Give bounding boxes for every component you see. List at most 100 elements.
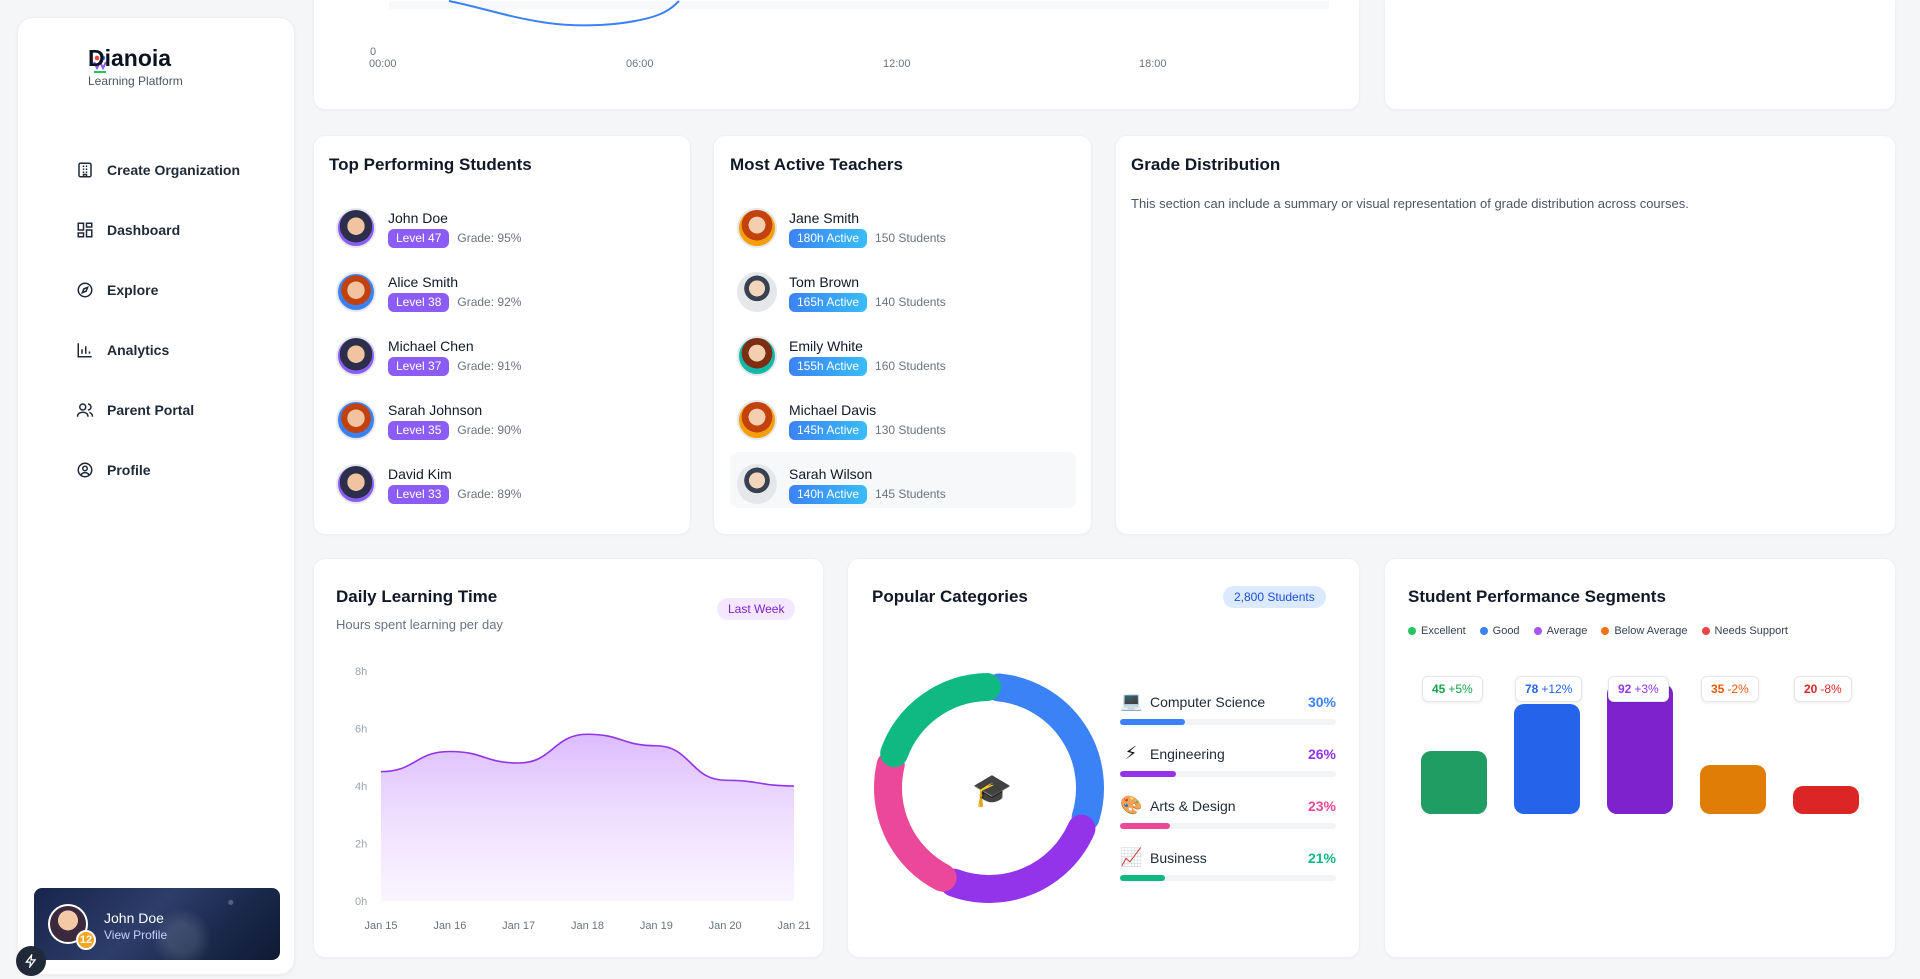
list-item[interactable]: Emily White 155h Active 160 Students <box>737 329 946 383</box>
x-tick-label: Jan 21 <box>777 920 810 932</box>
view-profile-link[interactable]: View Profile <box>104 928 168 942</box>
legend-label: Good <box>1492 625 1520 637</box>
category-item[interactable]: 📈 Business 21% <box>1120 847 1336 899</box>
level-badge: 12 <box>76 930 96 950</box>
list-item[interactable]: Michael Chen Level 37 Grade: 91% <box>336 329 521 383</box>
level-pill: Level 38 <box>388 292 450 312</box>
student-count: 150 Students <box>875 231 946 245</box>
user-profile-card[interactable]: 12 John Doe View Profile <box>34 888 280 960</box>
sidebar-item-label: Analytics <box>107 342 170 358</box>
segment-change: -8% <box>1820 682 1842 696</box>
palette-icon: 🎨 <box>1120 795 1143 815</box>
sidebar-item-create-organization[interactable]: Create Organization <box>58 140 278 200</box>
list-item[interactable]: Tom Brown 165h Active 140 Students <box>737 265 946 319</box>
category-percent: 23% <box>1307 798 1336 814</box>
segment-change: +3% <box>1634 682 1659 696</box>
active-hours-pill: 180h Active <box>789 228 868 248</box>
category-percent: 21% <box>1307 850 1336 866</box>
list-item[interactable]: David Kim Level 33 Grade: 89% <box>336 457 521 511</box>
y-tick-zero: 0 <box>370 46 377 58</box>
active-hours-pill: 155h Active <box>789 356 868 376</box>
category-item[interactable]: ⚡ Engineering 26% <box>1120 743 1336 795</box>
sidebar-item-label: Parent Portal <box>107 402 195 418</box>
brand-logo[interactable] <box>91 54 109 76</box>
level-pill: Level 47 <box>388 228 450 248</box>
list-item[interactable]: John Doe Level 47 Grade: 95% <box>336 201 521 255</box>
top-right-card <box>1384 0 1896 110</box>
segment-bar[interactable] <box>1607 684 1673 814</box>
category-list: 💻 Computer Science 30% ⚡ Engineering 26%… <box>1120 691 1336 911</box>
card-subtitle: Hours spent learning per day <box>336 617 503 632</box>
sidebar-item-dashboard[interactable]: Dashboard <box>58 200 278 260</box>
user-circle-icon <box>75 460 95 480</box>
segment-bar[interactable] <box>1793 785 1859 814</box>
category-item[interactable]: 🎨 Arts & Design 23% <box>1120 795 1336 847</box>
segment-change: +12% <box>1541 682 1573 696</box>
graduation-cap-icon: 🎓 <box>972 772 1012 808</box>
category-progress-fill <box>1120 771 1177 777</box>
sidebar-item-parent-portal[interactable]: Parent Portal <box>58 380 278 440</box>
users-icon <box>75 400 95 420</box>
hourly-activity-chart <box>389 0 1329 27</box>
segment-bar[interactable] <box>1514 704 1580 814</box>
card-title: Popular Categories <box>872 587 1028 606</box>
donut-slice <box>874 750 957 892</box>
avatar <box>336 336 376 376</box>
x-tick-label: Jan 20 <box>709 920 742 932</box>
list-item[interactable]: Sarah Wilson 140h Active 145 Students <box>737 457 946 511</box>
legend-item: Excellent <box>1408 625 1466 637</box>
legend-item: Good <box>1479 625 1520 637</box>
x-tick-label: Jan 16 <box>433 920 466 932</box>
categories-donut-chart <box>874 673 1104 903</box>
top-students-card: Top Performing Students John Doe Level 4… <box>313 135 691 535</box>
teacher-name: Michael Davis <box>789 401 877 418</box>
lightning-icon: ⚡ <box>1124 743 1138 763</box>
x-tick-label: Jan 19 <box>640 920 673 932</box>
student-count: 140 Students <box>875 295 946 309</box>
active-teachers-card: Most Active Teachers Jane Smith 180h Act… <box>713 135 1092 535</box>
category-item[interactable]: 💻 Computer Science 30% <box>1120 691 1336 743</box>
list-item-hover-bg <box>730 452 1076 508</box>
list-item[interactable]: Jane Smith 180h Active 150 Students <box>737 201 946 255</box>
avatar <box>737 272 777 312</box>
brand-name: Dianoia <box>88 45 172 71</box>
hourly-activity-card: 0 00:00 06:00 12:00 18:00 <box>313 0 1360 110</box>
sidebar-item-profile[interactable]: Profile <box>58 440 278 500</box>
avatar <box>336 272 376 312</box>
student-count: 160 Students <box>875 359 946 373</box>
student-name: John Doe <box>388 209 448 226</box>
card-title: Most Active Teachers <box>730 155 903 174</box>
legend-item: Average <box>1533 625 1588 637</box>
building-icon <box>75 160 95 180</box>
period-badge[interactable]: Last Week <box>717 598 796 620</box>
teacher-name: Jane Smith <box>789 209 860 226</box>
segment-value: 45 <box>1432 682 1446 696</box>
teacher-name: Emily White <box>789 337 863 354</box>
x-tick: 18:00 <box>1139 58 1167 70</box>
category-progress-fill <box>1120 823 1170 829</box>
legend-label: Needs Support <box>1714 625 1788 637</box>
legend-label: Below Average <box>1614 625 1688 637</box>
student-name: Alice Smith <box>388 273 459 290</box>
segment-bar[interactable] <box>1700 764 1766 814</box>
category-percent: 26% <box>1307 746 1336 762</box>
student-count: 145 Students <box>875 487 946 501</box>
sidebar-item-analytics[interactable]: Analytics <box>58 320 278 380</box>
list-item[interactable]: Alice Smith Level 38 Grade: 92% <box>336 265 521 319</box>
sidebar-item-explore[interactable]: Explore <box>58 260 278 320</box>
area-line <box>380 733 795 787</box>
bolt-icon[interactable] <box>16 946 46 976</box>
compass-icon <box>75 280 95 300</box>
x-tick: 00:00 <box>369 58 397 70</box>
sidebar: Dianoia Learning Platform Create Organiz… <box>17 17 295 975</box>
segment-value-label: 35 -2% <box>1701 676 1759 702</box>
list-item[interactable]: Michael Davis 145h Active 130 Students <box>737 393 946 447</box>
list-item[interactable]: Sarah Johnson Level 35 Grade: 90% <box>336 393 521 447</box>
level-pill: Level 35 <box>388 420 450 440</box>
donut-slice <box>939 814 1096 903</box>
grade-text: Grade: 90% <box>457 423 522 437</box>
avatar <box>336 208 376 248</box>
segment-bar[interactable] <box>1421 750 1487 814</box>
legend-label: Average <box>1546 625 1588 637</box>
category-name: Computer Science <box>1150 694 1266 710</box>
